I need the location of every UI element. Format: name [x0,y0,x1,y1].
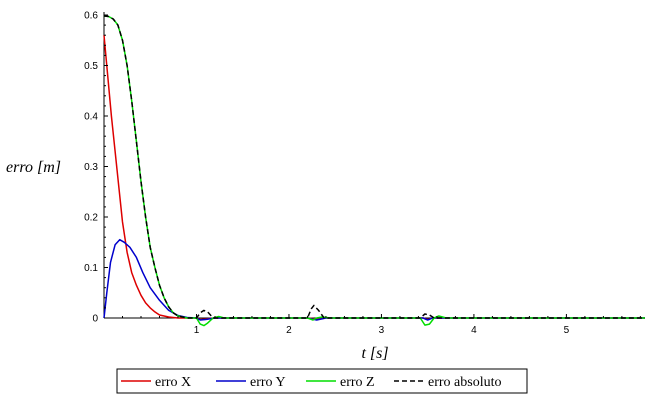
series-layer [103,15,645,327]
y-tick-label: 0.6 [84,11,98,22]
legend-label: erro absoluto [428,375,501,390]
series-line-erro-x [103,35,645,321]
x-tick-label: 2 [286,325,292,336]
x-tick-label: 3 [379,325,385,336]
legend: erro X erro Y erro Z erro absoluto [116,368,528,394]
legend-label: erro X [155,375,191,390]
x-axis-label: t [s] [361,345,388,362]
series-line-erro-z [103,15,645,327]
series-line-erro-y [103,238,645,321]
legend-label: erro Z [340,375,375,390]
series-line-erro-absoluto [103,15,645,319]
y-axis-label: erro [m] [6,159,61,176]
x-tick-label: 1 [194,325,200,336]
axes [103,12,645,319]
x-tick-label: 5 [564,325,570,336]
y-tick-label: 0.2 [84,213,98,224]
x-tick-label: 4 [471,325,477,336]
y-tick-label: 0.5 [84,61,98,72]
y-tick-label: 0.1 [84,263,98,274]
legend-label: erro Y [250,375,286,390]
y-tick-label: 0.4 [84,112,98,123]
y-tick-label: 0 [92,314,98,325]
tick-labels: 0 0.1 0.2 0.3 0.4 0.5 0.6 1 2 3 4 5 [84,11,641,336]
y-tick-label: 0.3 [84,162,98,173]
